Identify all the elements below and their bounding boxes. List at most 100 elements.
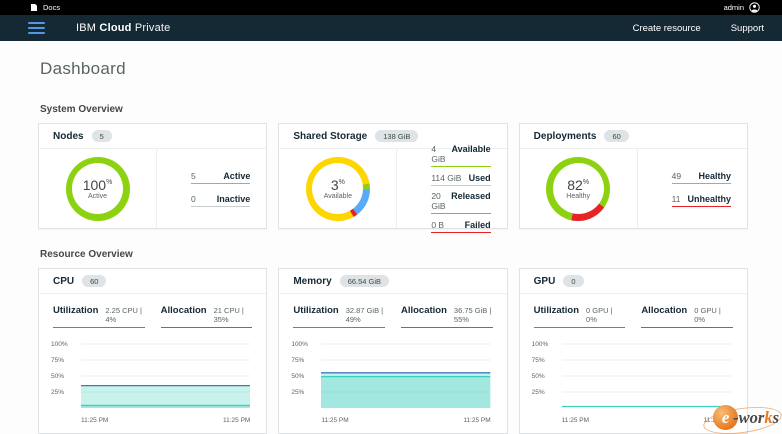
hamburger-menu-icon[interactable]: [28, 22, 45, 34]
storage-donut-label: Available: [324, 193, 352, 200]
status-value: 20 GiB: [431, 191, 451, 211]
eworks-logo-text: -works: [733, 408, 779, 428]
deployments-card: Deployments 60 82% Healthy: [519, 123, 748, 229]
brand-private: Private: [135, 22, 171, 34]
gpu-total-badge: 0: [563, 275, 583, 287]
status-value: 49: [672, 171, 681, 181]
nodes-count-badge: 5: [92, 130, 112, 142]
utilization-underline: [534, 327, 626, 328]
nodes-donut-label: Active: [88, 193, 107, 200]
main-navbar: IBM Cloud Private Create resource Suppor…: [0, 15, 782, 41]
allocation-label: Allocation: [161, 305, 207, 316]
nodes-status-list: 5 Active 0 Inactive: [157, 149, 266, 228]
y-axis-tick: 50%: [51, 373, 64, 380]
deployments-donut-label: Healthy: [566, 193, 590, 200]
allocation-value: 36.75 GiB | 55%: [454, 306, 493, 324]
cpu-utilization-stat: Utilization 2.25 CPU | 4%: [53, 305, 145, 328]
nodes-card-title: Nodes: [53, 131, 84, 142]
status-label: Released: [451, 191, 491, 201]
status-label: Inactive: [217, 194, 251, 204]
memory-chart: 100% 75% 50% 25% 11:25 PM 11:25 PM: [291, 340, 492, 428]
deployments-donut-chart: 82% Healthy: [546, 157, 610, 221]
utilization-label: Utilization: [293, 305, 338, 316]
y-axis-tick: 50%: [291, 373, 304, 380]
status-label: Used: [469, 173, 491, 183]
status-underline: [191, 183, 250, 184]
utilization-underline: [53, 327, 145, 328]
utilization-value: 2.25 CPU | 4%: [105, 306, 144, 324]
status-value: 4 GiB: [431, 144, 451, 164]
status-value: 11: [672, 194, 681, 204]
status-underline: [431, 213, 490, 214]
app-window: Docs admin IBM Cloud Private Create reso…: [0, 0, 782, 434]
cpu-card-title: CPU: [53, 276, 74, 287]
docs-icon: [30, 3, 38, 12]
gpu-area-chart: [562, 340, 731, 412]
gpu-chart: 100% 75% 50% 25% 11:25 PM 11:26 PM: [532, 340, 733, 428]
y-axis-tick: 75%: [51, 357, 64, 364]
utilization-value: 32.87 GiB | 49%: [346, 306, 385, 324]
status-underline: [431, 232, 490, 233]
memory-card-header: Memory 66.54 GiB: [279, 269, 506, 294]
status-label: Available: [451, 144, 490, 154]
status-underline: [672, 206, 731, 207]
gpu-card-header: GPU 0: [520, 269, 747, 294]
y-axis-tick: 100%: [51, 341, 68, 348]
status-label: Active: [223, 171, 250, 181]
brand-ibm: IBM: [76, 22, 96, 34]
utilization-label: Utilization: [53, 305, 98, 316]
eworks-watermark: e -works: [713, 405, 779, 430]
cpu-stats: Utilization 2.25 CPU | 4% Allocation 21 …: [39, 294, 266, 328]
status-row: 20 GiB Released: [431, 191, 490, 214]
memory-area-chart: [321, 340, 490, 412]
deployments-card-header: Deployments 60: [520, 124, 747, 149]
brand-title: IBM Cloud Private: [76, 22, 171, 34]
nodes-donut-chart: 100% Active: [66, 157, 130, 221]
shared-storage-card-title: Shared Storage: [293, 131, 367, 142]
resource-overview-heading: Resource Overview: [40, 249, 748, 260]
allocation-label: Allocation: [641, 305, 687, 316]
docs-link[interactable]: Docs: [30, 3, 60, 12]
allocation-underline: [161, 327, 253, 328]
user-menu[interactable]: admin: [724, 2, 760, 13]
system-overview-heading: System Overview: [40, 104, 748, 115]
cpu-area-chart: [81, 340, 250, 412]
allocation-label: Allocation: [401, 305, 447, 316]
y-axis-tick: 25%: [532, 389, 545, 396]
memory-total-badge: 66.54 GiB: [340, 275, 389, 287]
y-axis-tick: 75%: [532, 357, 545, 364]
storage-donut-chart: 3% Available: [306, 157, 370, 221]
status-row: 11 Unhealthy: [672, 194, 731, 207]
status-row: 0 Inactive: [191, 194, 250, 207]
memory-utilization-stat: Utilization 32.87 GiB | 49%: [293, 305, 385, 328]
allocation-underline: [401, 327, 493, 328]
cpu-card-header: CPU 60: [39, 269, 266, 294]
status-row: 114 GiB Used: [431, 173, 490, 186]
status-underline: [672, 183, 731, 184]
deployments-donut-wrap: 82% Healthy: [520, 149, 638, 228]
status-value: 0: [191, 194, 196, 204]
cpu-total-badge: 60: [82, 275, 106, 287]
support-link[interactable]: Support: [731, 23, 764, 34]
system-overview-row: Nodes 5 100% Active: [38, 123, 748, 229]
create-resource-link[interactable]: Create resource: [633, 23, 701, 34]
memory-stats: Utilization 32.87 GiB | 49% Allocation 3…: [279, 294, 506, 328]
status-value: 114 GiB: [431, 173, 461, 183]
deployments-count-badge: 60: [604, 130, 628, 142]
deployments-card-body: 82% Healthy 49 Healthy: [520, 149, 747, 228]
allocation-value: 21 CPU | 35%: [214, 306, 253, 324]
nodes-card-body: 100% Active 5 Active: [39, 149, 266, 228]
gpu-utilization-stat: Utilization 0 GPU | 0%: [534, 305, 626, 328]
nodes-card: Nodes 5 100% Active: [38, 123, 267, 229]
cpu-card: CPU 60 Utilization 2.25 CPU | 4% Allocat…: [38, 268, 267, 434]
status-row: 4 GiB Available: [431, 144, 490, 167]
gpu-stats: Utilization 0 GPU | 0% Allocation 0 GPU …: [520, 294, 747, 328]
cpu-allocation-stat: Allocation 21 CPU | 35%: [161, 305, 253, 328]
storage-donut-wrap: 3% Available: [279, 149, 397, 228]
status-underline: [431, 166, 490, 167]
memory-allocation-stat: Allocation 36.75 GiB | 55%: [401, 305, 493, 328]
x-axis-tick: 11:25 PM: [223, 417, 250, 424]
status-row: 5 Active: [191, 171, 250, 184]
brand-cloud: Cloud: [99, 22, 131, 34]
memory-card-title: Memory: [293, 276, 331, 287]
